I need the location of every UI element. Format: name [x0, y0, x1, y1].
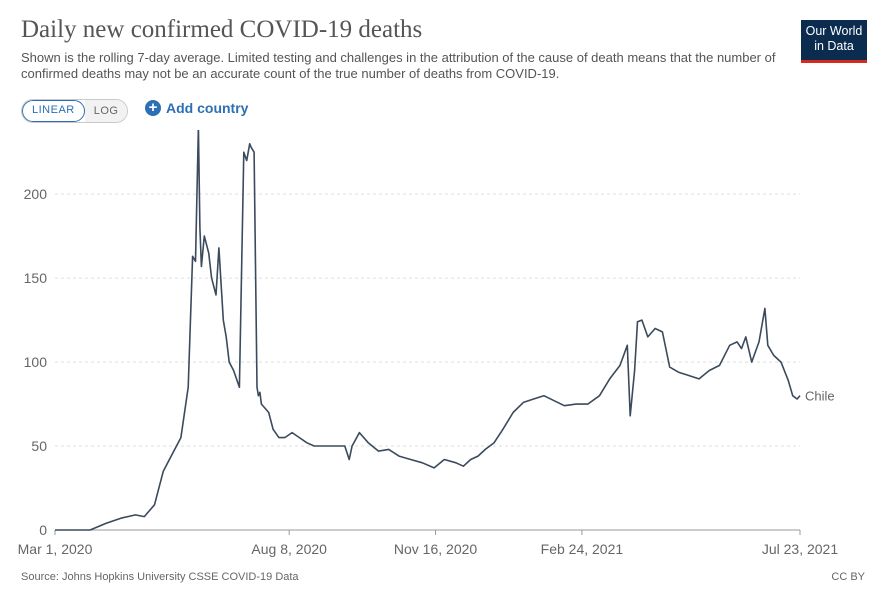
y-tick-label: 50 [31, 438, 47, 454]
add-country-label: Add country [166, 100, 249, 116]
add-country-button[interactable]: + Add country [145, 100, 248, 116]
x-tick-label: Mar 1, 2020 [18, 541, 93, 557]
y-tick-label: 0 [39, 522, 47, 538]
x-tick-label: Jul 23, 2021 [762, 541, 838, 557]
chart-subtitle: Shown is the rolling 7-day average. Limi… [21, 50, 776, 81]
source-note: Source: Johns Hopkins University CSSE CO… [21, 571, 299, 583]
series-line-chile [55, 130, 801, 531]
y-tick-label: 200 [24, 186, 48, 202]
y-tick-label: 150 [24, 270, 48, 286]
line-chart: 0 50 100 150 200 Mar 1, 2020 Aug 8, 2020 Nov 16… [18, 130, 838, 557]
x-tick-label: Feb 24, 2021 [541, 541, 624, 557]
series-label-chile: Chile [805, 389, 835, 404]
owid-logo[interactable]: Our World in Data [801, 20, 867, 63]
plus-circle-icon: + [145, 100, 161, 116]
license-link[interactable]: CC BY [831, 571, 865, 583]
x-tick-label: Nov 16, 2020 [394, 541, 477, 557]
chart-title: Daily new confirmed COVID-19 deaths [21, 16, 423, 43]
x-tick-label: Aug 8, 2020 [251, 541, 327, 557]
y-tick-label: 100 [24, 354, 48, 370]
logo-line-2: in Data [814, 39, 854, 53]
scale-toggle: LINEAR LOG [21, 99, 129, 123]
log-scale-button[interactable]: LOG [84, 100, 128, 122]
logo-line-1: Our World [805, 24, 863, 38]
linear-scale-button[interactable]: LINEAR [22, 100, 85, 122]
